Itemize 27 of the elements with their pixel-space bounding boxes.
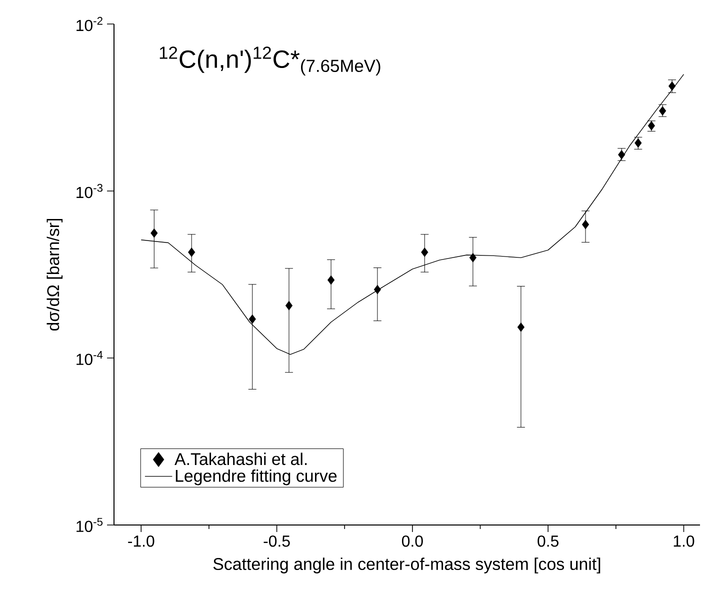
point bbox=[248, 314, 256, 324]
legend-label: Legendre fitting curve bbox=[176, 469, 337, 486]
point bbox=[421, 248, 428, 257]
point bbox=[150, 228, 158, 238]
y-tick-label: 10$^{-2}$ bbox=[76, 16, 102, 32]
point bbox=[517, 322, 525, 332]
y-tick-label: 10$^{-3}$ bbox=[76, 184, 103, 198]
x-axis-title: Scattering angle in center-of-mass system [cos unit] bbox=[213, 558, 600, 574]
point bbox=[659, 106, 666, 116]
x-tick-label: -1.0 bbox=[128, 535, 154, 547]
point bbox=[327, 275, 335, 285]
point bbox=[668, 81, 676, 91]
point bbox=[188, 248, 196, 257]
point bbox=[582, 220, 590, 230]
legend-label: A.Takahashi et al. bbox=[174, 452, 307, 466]
point bbox=[618, 150, 626, 160]
x-tick-label: 0.0 bbox=[402, 535, 423, 547]
point bbox=[285, 300, 293, 310]
text: $^{12}$C(n,n')$^{12}$C*$_{(7.65MeV)}$ bbox=[160, 46, 380, 76]
x-tick-label: 0.5 bbox=[538, 535, 558, 547]
y-axis-title: dσ/dΩ [barn/sr] bbox=[46, 218, 63, 331]
y-tick-label: 10$^{-4}$ bbox=[76, 350, 103, 366]
x-tick-label: -0.5 bbox=[264, 535, 290, 547]
y-tick-label: 10$^{-5}$ bbox=[76, 518, 103, 532]
x-tick-label: 1.0 bbox=[674, 535, 694, 547]
point bbox=[469, 252, 476, 262]
point bbox=[374, 284, 381, 294]
